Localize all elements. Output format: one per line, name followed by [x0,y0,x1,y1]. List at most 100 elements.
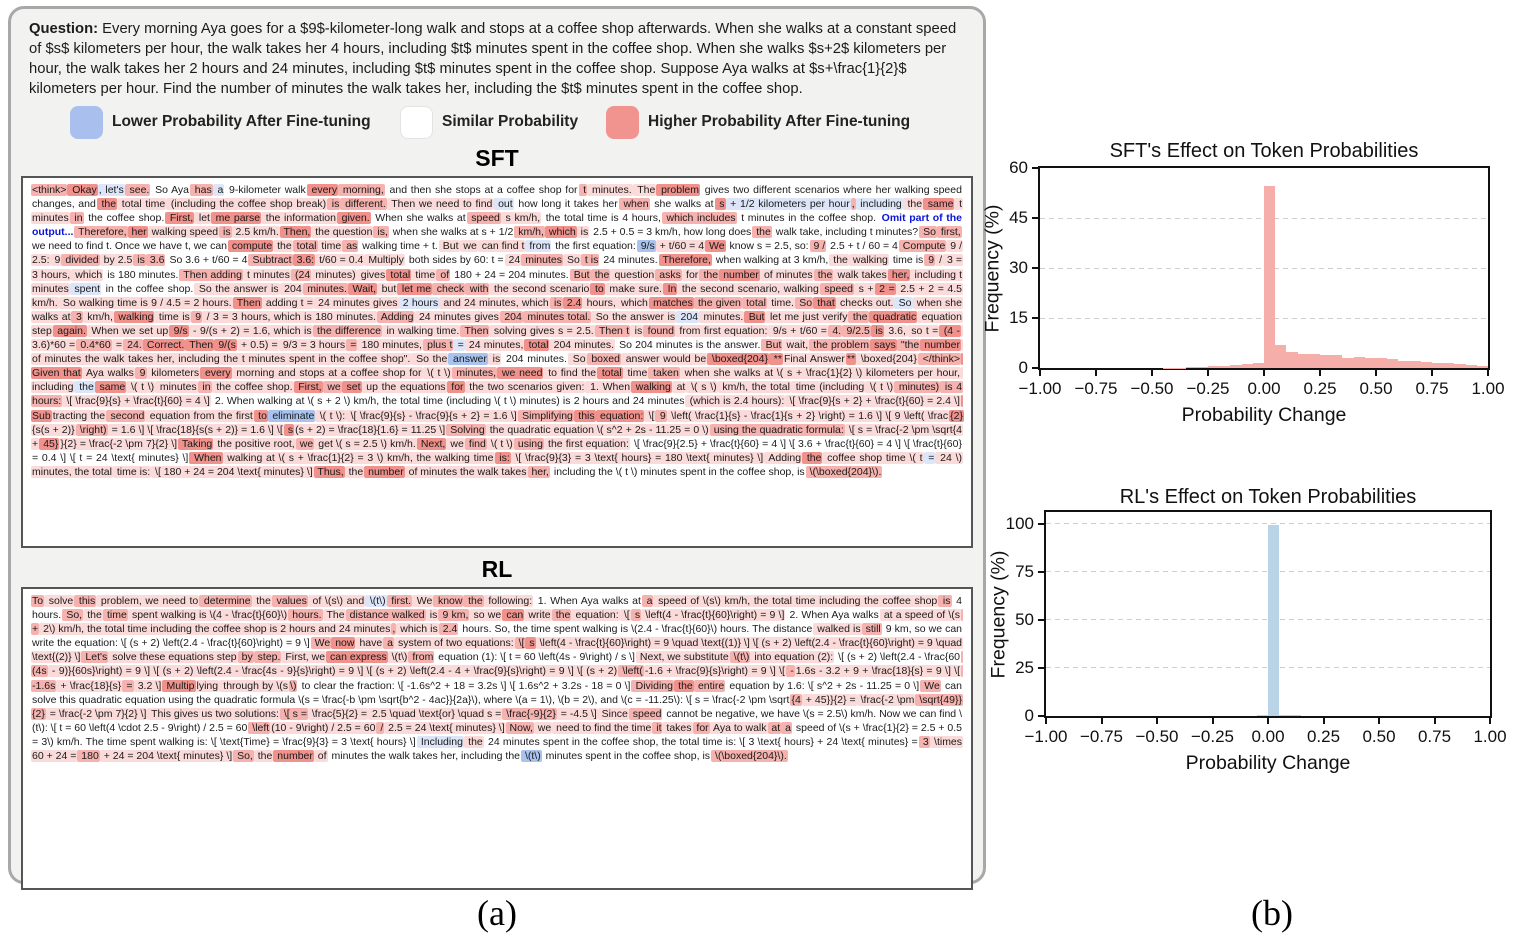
token: of minutes [759,268,814,281]
token: the [752,226,772,239]
token: 204 [279,282,303,295]
x-tick-label: 0.00 [1247,379,1281,398]
token: entire [693,679,726,692]
token: time [411,268,437,281]
token: {2} [949,409,965,422]
token: up the equations [361,381,447,394]
histogram-bar [1320,355,1332,368]
y-tick-label: 0 [1018,358,1028,377]
token: km/h, [514,226,545,239]
token: is [549,296,563,309]
token: Then t [594,324,631,337]
token: \( t \): [315,409,347,422]
token: \[ [644,409,656,422]
token: every [306,184,339,196]
token: = [122,679,134,692]
token: step. [253,651,282,664]
token: "the [896,339,921,352]
token: out [493,198,514,211]
token: So, [233,750,254,763]
token: Wait, [347,282,378,295]
token: 2 hours [398,296,440,309]
token: 3 [918,735,930,748]
token: time is: [112,465,152,478]
token: , let's [97,184,125,196]
token: we [295,437,315,450]
token: find [464,437,487,450]
token: \[ s = [279,707,308,720]
token: \boxed{204} [856,353,918,366]
token: \frac{-2 \pm [856,693,916,706]
token: total time [117,198,167,211]
token: 2. When walking at \( s + 2 \) km/h, the… [211,395,685,408]
token: Correct. [142,339,186,352]
token: \[ \frac{9}{2.5} + \frac{t}{60} = 4 \] \… [32,437,962,464]
histogram-bar [1174,367,1186,368]
token: When [189,451,223,464]
x-tick-label: −0.25 [1186,379,1230,398]
token: So 204 minutes is the answer. [616,339,761,352]
token: at a speed of \(s [879,609,962,622]
token: + t/60 = 4 [655,240,706,253]
token: solve [44,595,75,607]
token: of minutes the walk takes [404,465,528,478]
token: 0.4*60 [76,339,112,352]
histogram-bar [1297,353,1309,368]
y-tick-label: 25 [1015,657,1034,677]
token: \[ \frac{9}{s} + \frac{t}{60} = 4 \] [62,395,211,408]
token: time [317,240,343,253]
y-tick-label: 60 [1009,158,1028,177]
token: 9/3 = 3 hours [278,339,347,352]
token: = \frac{-2 \pm 7}{2} \] [45,707,148,720]
token: values [271,595,308,607]
token: a [781,721,792,734]
token: how long it takes her [514,198,618,211]
token: 180 [77,750,100,763]
token: (including the coffee shop break) [166,198,328,211]
token: both sides by 60: t = [405,254,504,267]
token: determine [199,595,252,607]
token: minutes) [311,268,357,281]
histogram-bar [1454,363,1466,368]
histogram-bar [1196,366,1208,368]
token: is: [494,451,511,464]
histogram-bar [1286,352,1298,368]
histogram-bar [1398,360,1410,368]
token: same [923,198,955,211]
token: s [714,198,726,211]
token: compute [228,240,274,253]
x-tick-mark [1378,717,1380,724]
token: Compute [898,240,947,253]
token: the first equation: [552,240,636,253]
token: 4 hours. [32,595,962,622]
token: she walks at [650,198,714,211]
sft-token-box: <think> Okay, let's see. So Aya has a 9-… [21,176,973,548]
token: We [310,637,332,650]
token: time is [154,310,191,323]
token: Then [460,324,490,337]
token: Adding [376,310,415,323]
token: is [487,353,502,366]
token: t [578,184,588,196]
token: including the \( t \) minutes spent in t… [550,465,805,478]
token: Next, we substitute [635,651,730,664]
token: has [190,184,213,196]
token: Thus, [313,465,345,478]
token: the positive root, [213,437,296,450]
token: \left [248,721,271,734]
token: the [551,609,572,622]
token: let me [397,282,433,295]
token: her, [527,465,550,478]
token: we [446,437,465,450]
token: time [622,367,649,380]
x-tick-mark [1319,369,1321,376]
token: We [705,240,726,253]
histogram-bar [1432,362,1444,368]
token: first. [386,595,413,607]
token: So [567,353,587,366]
x-tick-label: 0.25 [1306,727,1341,746]
chart-title: RL's Effect on Token Probabilities [1119,486,1417,508]
x-tick-mark [1489,717,1491,724]
token: \[ 180 + 24 = 204 \text{ minutes} \] [151,465,314,478]
token: speed [819,282,854,295]
